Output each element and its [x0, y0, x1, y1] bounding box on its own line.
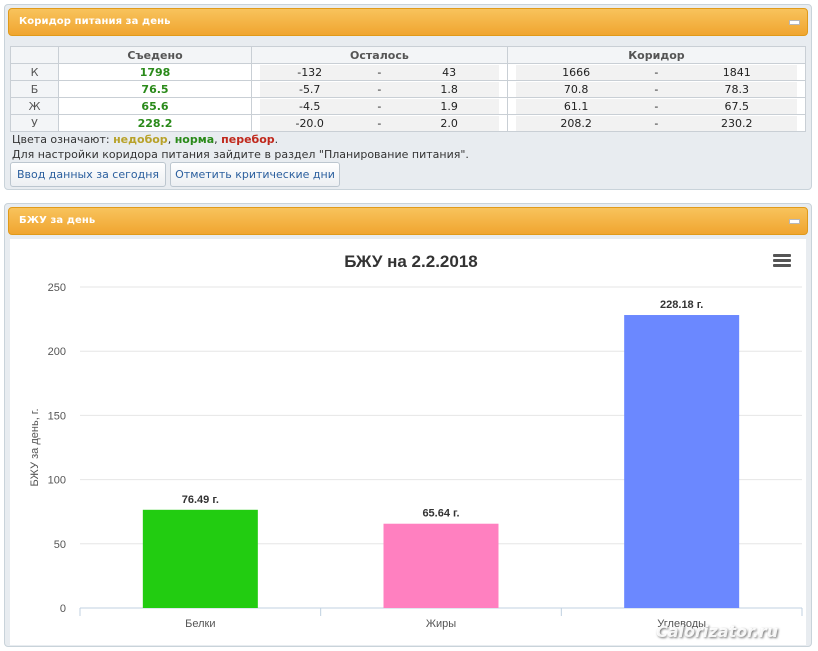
- corridor-panel: Коридор питания за день Съедено Осталось…: [4, 4, 812, 190]
- range-separator: -: [377, 65, 382, 79]
- table-header-row: Съедено Осталось Коридор: [10, 46, 807, 64]
- corridor-max: 78.3: [724, 82, 749, 96]
- legend-separator: ,: [214, 133, 222, 146]
- eaten-value: 65.6: [58, 97, 252, 115]
- range-separator: -: [654, 116, 659, 130]
- data-label: 228.18 г.: [660, 299, 703, 311]
- settings-info: Для настройки коридора питания зайдите в…: [12, 148, 469, 161]
- corridor-panel-header: Коридор питания за день: [8, 8, 808, 36]
- remaining-cell: -132 - 43: [251, 63, 508, 81]
- y-axis-label: БЖУ за день, г.: [29, 408, 41, 486]
- table-row: К 1798 -132 - 43 1666 - 1841: [10, 63, 807, 81]
- remaining-cell: -5.7 - 1.8: [251, 80, 508, 98]
- legend-end: .: [274, 133, 279, 146]
- y-tick-label: 250: [48, 282, 66, 294]
- eaten-value: 76.5: [58, 80, 252, 98]
- remaining-max: 1.8: [440, 82, 458, 96]
- corridor-min: 70.8: [563, 82, 589, 96]
- legend-norm: норма: [174, 133, 215, 146]
- data-label: 76.49 г.: [182, 494, 219, 506]
- bar-1: [142, 509, 258, 608]
- remaining-min: -5.7: [298, 82, 321, 96]
- corridor-table-body: К 1798 -132-43 1666-1841 Б 76.5 -5.7-1.8 70.8-7…: [10, 63, 807, 132]
- legend-over: перебор: [221, 133, 275, 146]
- row-label: Ж: [10, 97, 59, 115]
- corridor-min: 61.1: [563, 99, 589, 113]
- corridor-max: 1841: [722, 65, 751, 79]
- remaining-max: 2.0: [440, 116, 458, 130]
- corridor-min: 208.2: [560, 116, 592, 130]
- corridor-table: Съедено Осталось Коридор К 1798 -132 - 43 166…: [10, 46, 807, 132]
- y-tick-label: 0: [60, 603, 66, 615]
- corridor-cell: 61.1 - 67.5: [506, 97, 807, 115]
- mark-critical-days-button[interactable]: Отметить критические дни: [170, 162, 340, 187]
- y-tick-label: 150: [48, 410, 66, 422]
- watermark: Calorizator.ru: [656, 622, 779, 641]
- remaining-min: -132: [297, 65, 323, 79]
- row-label: Б: [10, 80, 59, 98]
- color-legend: Цвета означают: недобор, норма, перебор.: [12, 133, 278, 146]
- chart-menu-icon[interactable]: [773, 254, 791, 268]
- table-row: Б 76.5 -5.7 - 1.8 70.8 - 78.3: [10, 80, 807, 98]
- x-tick-label: Белки: [185, 618, 215, 630]
- legend-prefix: Цвета означают:: [12, 133, 114, 146]
- corridor-cell: 70.8 - 78.3: [506, 80, 807, 98]
- range-separator: -: [377, 82, 382, 96]
- enter-today-data-button[interactable]: Ввод данных за сегодня: [10, 162, 166, 187]
- corridor-max: 230.2: [720, 116, 753, 130]
- row-label: К: [10, 63, 59, 81]
- header-eaten: Съедено: [58, 46, 252, 64]
- range-separator: -: [377, 116, 382, 130]
- bju-chart: БЖУ на 2.2.2018 0 50 100 150 200 250 76.49 г. Бе…: [10, 239, 806, 645]
- corridor-min: 1666: [562, 65, 591, 79]
- remaining-cell: -20.0 - 2.0: [251, 114, 508, 132]
- y-tick-label: 200: [48, 346, 66, 358]
- collapse-corridor-button[interactable]: [789, 20, 800, 25]
- bju-panel-title: БЖУ за день: [19, 215, 96, 226]
- eaten-value: 228.2: [58, 114, 252, 132]
- x-tick-label: Углеводы: [657, 618, 706, 630]
- collapse-bju-button[interactable]: [789, 219, 800, 224]
- table-row: Ж 65.6 -4.5 - 1.9 61.1 - 67.5: [10, 97, 807, 115]
- bju-panel: БЖУ за день БЖУ на 2.2.2018 0 50 100 150 200 2…: [4, 203, 812, 647]
- corridor-cell: 208.2 - 230.2: [506, 114, 807, 132]
- header-corridor: Коридор: [506, 46, 807, 64]
- row-label: У: [10, 114, 59, 132]
- y-tick-label: 50: [54, 539, 66, 551]
- range-separator: -: [654, 99, 659, 113]
- bju-panel-header: БЖУ за день: [8, 207, 808, 235]
- remaining-max: 43: [442, 65, 457, 79]
- remaining-min: -4.5: [298, 99, 321, 113]
- range-separator: -: [654, 65, 659, 79]
- bju-chart-svg: БЖУ на 2.2.2018 0 50 100 150 200 250 76.49 г. Бе…: [29, 252, 803, 630]
- remaining-max: 1.9: [440, 99, 458, 113]
- bar-3: [624, 315, 740, 608]
- corridor-cell: 1666 - 1841: [506, 63, 807, 81]
- remaining-min: -20.0: [295, 116, 324, 130]
- legend-low: недобор: [113, 133, 168, 146]
- legend-separator: ,: [167, 133, 175, 146]
- range-separator: -: [654, 82, 659, 96]
- header-remaining: Осталось: [251, 46, 508, 64]
- eaten-value: 1798: [58, 63, 252, 81]
- remaining-cell: -4.5 - 1.9: [251, 97, 508, 115]
- corridor-max: 67.5: [724, 99, 749, 113]
- chart-title: БЖУ на 2.2.2018: [344, 252, 478, 271]
- table-row: У 228.2 -20.0 - 2.0 208.2 - 230.2: [10, 114, 807, 132]
- x-tick-label: Жиры: [426, 618, 456, 630]
- corridor-panel-title: Коридор питания за день: [19, 16, 171, 27]
- data-label: 65.64 г.: [422, 508, 459, 520]
- empty-header-cell: [10, 46, 59, 64]
- y-tick-label: 100: [48, 475, 66, 487]
- bar-2: [383, 523, 499, 608]
- range-separator: -: [377, 99, 382, 113]
